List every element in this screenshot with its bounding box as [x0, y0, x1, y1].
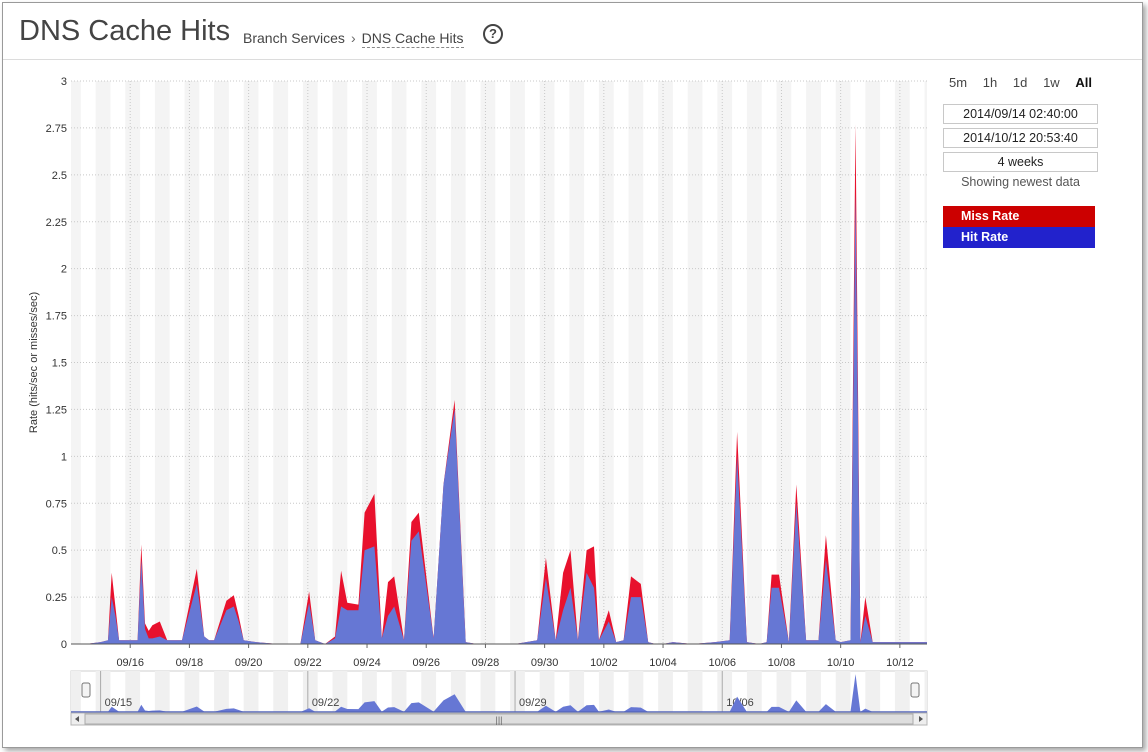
y-tick-label: 0 — [61, 639, 67, 651]
scroll-left-arrow-icon[interactable] — [75, 716, 79, 722]
night-band — [924, 81, 927, 644]
range-button-1d[interactable]: 1d — [1012, 75, 1028, 90]
data-status-text: Showing newest data — [961, 175, 1080, 189]
x-tick-label: 10/12 — [886, 657, 914, 669]
scroll-right-arrow-icon[interactable] — [919, 716, 923, 722]
y-tick-label: 0.75 — [46, 498, 67, 510]
x-tick-label: 10/04 — [649, 657, 677, 669]
overview-night-band — [924, 671, 927, 712]
y-tick-label: 3 — [61, 76, 67, 88]
y-tick-label: 1.75 — [46, 311, 67, 323]
night-band — [539, 81, 555, 644]
breadcrumb-separator: › — [350, 30, 356, 46]
y-tick-label: 1 — [61, 451, 67, 463]
range-button-1w[interactable]: 1w — [1043, 75, 1060, 90]
y-tick-label: 2.5 — [52, 170, 67, 182]
page-header: DNS Cache Hits Branch Services › DNS Cache… — [3, 3, 1142, 60]
x-tick-label: 09/18 — [176, 657, 204, 669]
y-tick-label: 1.5 — [52, 358, 67, 370]
time-range-buttons: 5m 1h 1d 1w All — [943, 75, 1098, 95]
x-tick-label: 10/06 — [708, 657, 736, 669]
scrollbar-thumb[interactable] — [84, 713, 914, 725]
overview-night-band — [776, 671, 792, 712]
range-button-all[interactable]: All — [1075, 75, 1092, 90]
scrollbar-grip-icon: ||| — [495, 715, 502, 725]
overview-night-band — [214, 671, 229, 712]
overview-night-band — [302, 671, 318, 712]
y-tick-label: 0.25 — [46, 592, 67, 604]
overview-night-band — [865, 671, 881, 712]
x-tick-label: 09/22 — [294, 657, 322, 669]
night-band — [95, 81, 111, 644]
overview-label: 09/15 — [105, 697, 133, 709]
duration-field[interactable]: 4 weeks — [943, 152, 1098, 172]
x-tick-label: 09/24 — [353, 657, 381, 669]
range-handle-left[interactable] — [81, 682, 91, 698]
overview-night-band — [628, 671, 644, 712]
dns-cache-chart: 0 0.25 0.5 0.75 1 1.25 1.5 1.75 2 2.25 2.5 2.75 3 09/… — [28, 76, 928, 726]
y-axis-title: Rate (hits/sec or misses/sec) — [28, 292, 40, 433]
overview-night-band — [243, 671, 259, 712]
y-tick-label: 2.75 — [46, 123, 67, 135]
x-tick-label: 10/10 — [827, 657, 855, 669]
night-band — [71, 81, 81, 644]
overview-night-band — [894, 671, 910, 712]
overview-label: 09/22 — [312, 697, 340, 709]
x-tick-label: 09/20 — [235, 657, 263, 669]
legend-hit-rate[interactable]: Hit Rate — [943, 227, 1095, 248]
page-title: DNS Cache Hits — [19, 15, 231, 47]
breadcrumb: Branch Services › DNS Cache Hits — [243, 30, 464, 48]
x-tick-label: 09/16 — [116, 657, 144, 669]
overview-night-band — [658, 671, 673, 712]
legend-miss-rate[interactable]: Miss Rate — [943, 206, 1095, 227]
range-handle-right[interactable] — [910, 682, 920, 698]
overview-night-band — [184, 671, 200, 712]
breadcrumb-current[interactable]: DNS Cache Hits — [361, 30, 464, 48]
x-tick-label: 09/30 — [531, 657, 559, 669]
y-tick-label: 1.25 — [46, 404, 67, 416]
overview-night-band — [717, 671, 733, 712]
y-tick-label: 0.5 — [52, 545, 67, 557]
overview-night-band — [806, 671, 821, 712]
start-date-field[interactable]: 2014/09/14 02:40:00 — [943, 104, 1098, 124]
overview-night-band — [125, 671, 141, 712]
x-tick-label: 09/26 — [412, 657, 440, 669]
night-band — [332, 81, 348, 644]
help-icon[interactable]: ? — [483, 24, 503, 44]
x-tick-label: 10/08 — [768, 657, 796, 669]
overview-night-band — [687, 671, 703, 712]
overview-label: 09/29 — [519, 697, 547, 709]
overview-night-band — [391, 671, 407, 712]
x-tick-label: 10/02 — [590, 657, 618, 669]
overview-night-band — [746, 671, 762, 712]
overview-night-band — [569, 671, 585, 712]
x-tick-label: 09/28 — [472, 657, 500, 669]
overview-night-band — [598, 671, 614, 712]
end-date-field[interactable]: 2014/10/12 20:53:40 — [943, 128, 1098, 148]
range-button-1h[interactable]: 1h — [982, 75, 998, 90]
overview-night-band — [95, 671, 111, 712]
overview-night-band — [273, 671, 289, 712]
night-band — [302, 81, 318, 644]
overview-night-band — [510, 671, 525, 712]
overview-night-band — [71, 671, 81, 712]
overview-night-band — [539, 671, 555, 712]
overview-night-band — [421, 671, 437, 712]
overview-night-band — [332, 671, 348, 712]
night-band — [569, 81, 585, 644]
breadcrumb-parent[interactable]: Branch Services — [243, 30, 345, 46]
night-band — [776, 81, 792, 644]
y-tick-label: 2.25 — [46, 217, 67, 229]
range-button-5m[interactable]: 5m — [949, 75, 968, 90]
overview-night-band — [480, 671, 496, 712]
y-tick-label: 2 — [61, 264, 67, 276]
overview-night-band — [835, 671, 851, 712]
overview-night-band — [154, 671, 170, 712]
